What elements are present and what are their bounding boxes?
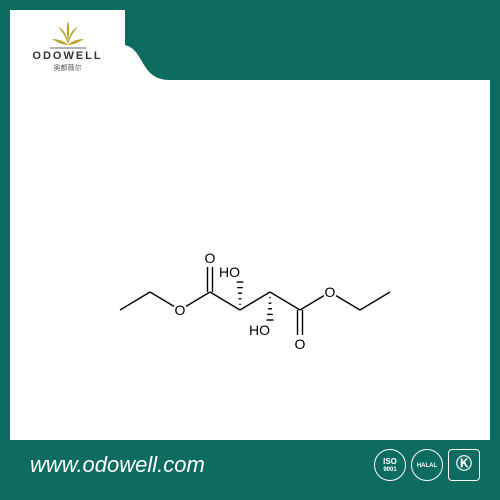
- cert-badge: HALAL: [411, 449, 443, 481]
- brand-name: ODOWELL: [32, 50, 102, 62]
- cert-badge: Ⓚ: [448, 449, 480, 481]
- header-banner-shape: [125, 10, 490, 80]
- svg-text:HO: HO: [249, 322, 270, 338]
- content-area: OOHOHOOO: [35, 100, 465, 430]
- molecule-diagram: OOHOHOOO: [100, 160, 400, 370]
- brand-subtitle: 奥都薇尔: [54, 63, 82, 73]
- footer: www.odowell.com ISO9001HALALⓀ: [10, 440, 490, 490]
- certification-badges: ISO9001HALALⓀ: [374, 449, 480, 481]
- svg-text:O: O: [205, 250, 216, 266]
- cert-badge: ISO9001: [374, 449, 406, 481]
- header-banner: [125, 10, 490, 80]
- header: ODOWELL 奥都薇尔: [10, 10, 490, 80]
- leaf-icon: [48, 19, 88, 49]
- svg-text:O: O: [295, 336, 306, 352]
- svg-text:O: O: [175, 302, 186, 318]
- svg-text:O: O: [325, 284, 336, 300]
- brand-logo: ODOWELL 奥都薇尔: [10, 10, 125, 80]
- svg-text:HO: HO: [219, 264, 240, 280]
- website-url: www.odowell.com: [30, 452, 374, 478]
